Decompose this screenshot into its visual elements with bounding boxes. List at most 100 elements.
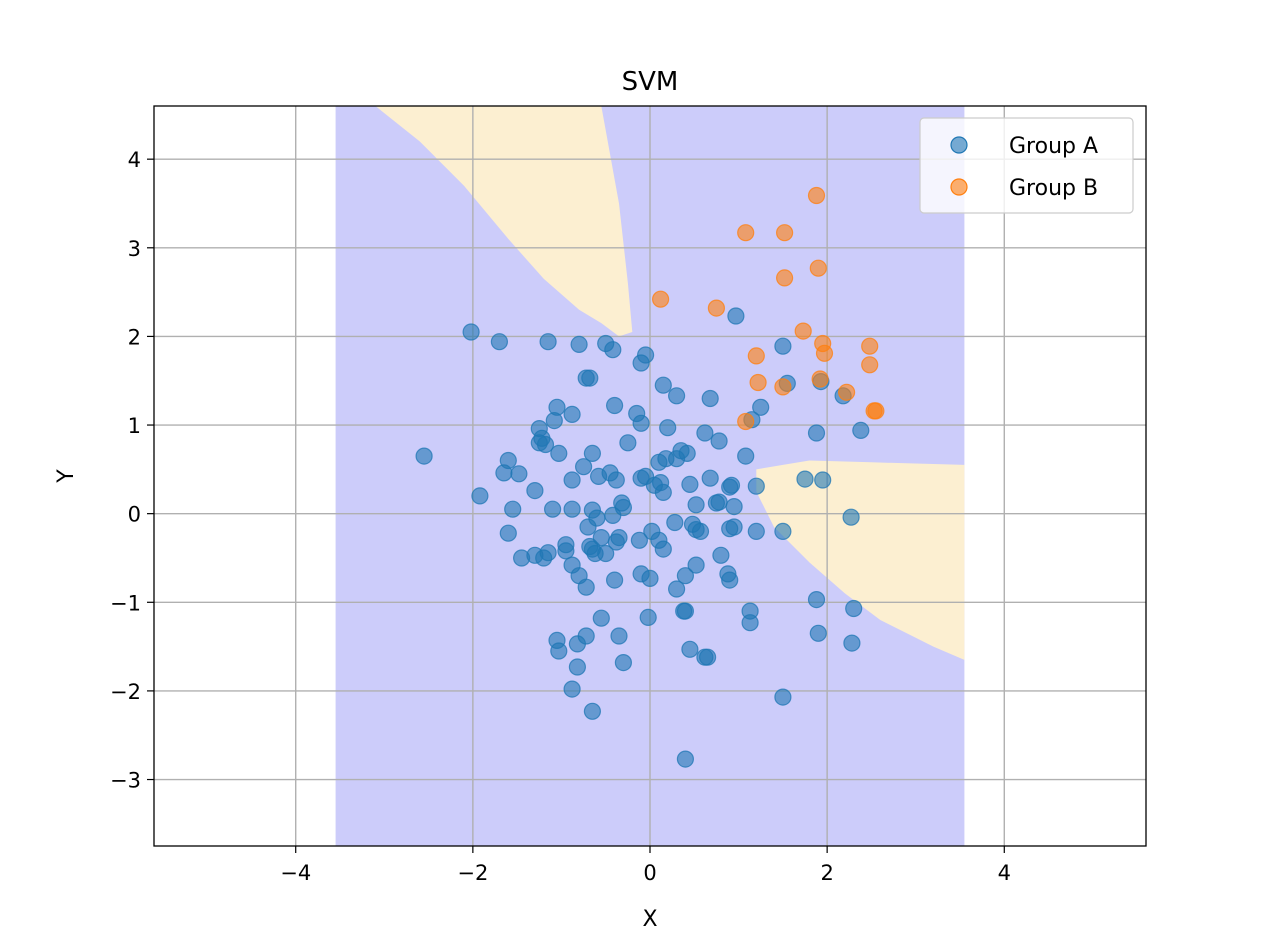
scatter-points — [415, 186, 885, 768]
group-a-point-141 — [774, 688, 792, 706]
group-b-point-2 — [775, 224, 794, 242]
group-a-point-109 — [577, 578, 595, 596]
group-a-point-15 — [774, 337, 792, 355]
x-axis-ticks: −4 −2 0 2 4 — [280, 846, 1011, 885]
group-a-point-39 — [696, 424, 714, 442]
group-a-point-57 — [574, 458, 593, 476]
group-a-point-21 — [752, 398, 770, 416]
group-a-point-125 — [592, 609, 610, 627]
group-b-point-11 — [861, 337, 879, 355]
group-a-point-130 — [676, 602, 695, 620]
y-tick-label-1: −2 — [110, 680, 141, 704]
group-a-point-14 — [727, 307, 745, 325]
group-b-point-10 — [747, 347, 765, 365]
group-a-point-75 — [504, 500, 522, 518]
group-b-point-6 — [707, 299, 726, 317]
group-a-point-56 — [583, 444, 602, 462]
group-a-point-77 — [563, 471, 581, 489]
group-a-point-123 — [845, 599, 863, 618]
group-a-point-65 — [657, 450, 675, 468]
decision-region-2 — [375, 106, 633, 337]
group-a-point-48 — [563, 405, 581, 423]
group-a-point-92 — [666, 513, 684, 532]
group-b-point-1 — [737, 224, 755, 242]
group-b-point-0 — [807, 186, 826, 205]
group-a-point-37 — [701, 469, 719, 487]
group-a-point-10 — [581, 369, 599, 387]
group-a-point-38 — [710, 432, 728, 450]
group-a-point-12 — [667, 387, 686, 405]
group-a-point-124 — [843, 634, 861, 652]
group-a-point-43 — [659, 419, 677, 437]
group-a-point-88 — [630, 531, 649, 549]
group-a-point-128 — [639, 608, 657, 627]
legend-label-group-a: Group A — [1009, 134, 1098, 159]
x-axis-label: X — [642, 907, 657, 932]
group-a-point-106 — [597, 544, 615, 563]
group-a-point-112 — [641, 569, 659, 588]
grid-lines — [154, 106, 1146, 846]
group-a-point-13 — [701, 389, 719, 408]
group-a-point-76 — [543, 500, 562, 518]
group-a-point-95 — [691, 522, 710, 541]
group-a-point-71 — [495, 464, 513, 482]
group-a-point-24 — [747, 477, 765, 495]
y-tick-label-7: 4 — [128, 148, 141, 172]
group-b-point-16 — [837, 383, 856, 401]
y-tick-label-3: 0 — [128, 503, 141, 527]
group-a-point-135 — [550, 642, 568, 660]
decision-region-3 — [756, 460, 965, 660]
y-tick-label-2: −1 — [110, 591, 141, 615]
group-a-point-27 — [842, 508, 860, 526]
group-a-point-84 — [579, 518, 597, 536]
group-a-point-0 — [415, 447, 433, 465]
legend: Group A Group B — [919, 117, 1134, 214]
group-a-point-6 — [604, 341, 622, 359]
y-axis-label: Y — [54, 469, 79, 484]
x-tick-label-2: 0 — [643, 861, 656, 885]
group-a-point-28 — [774, 522, 792, 541]
chart-title: SVM — [622, 67, 679, 97]
group-a-point-91 — [654, 540, 672, 558]
group-a-point-32 — [725, 498, 743, 516]
group-a-point-131 — [681, 640, 699, 658]
group-a-point-137 — [568, 635, 587, 653]
group-a-point-100 — [539, 544, 557, 562]
group-a-point-19 — [852, 421, 870, 439]
group-a-point-118 — [721, 571, 739, 589]
group-a-point-8 — [632, 354, 650, 372]
group-b-point-12 — [861, 356, 879, 374]
legend-box — [919, 117, 1134, 214]
group-a-point-25 — [796, 470, 814, 488]
group-a-point-29 — [747, 522, 765, 541]
group-a-point-68 — [681, 475, 699, 493]
x-tick-label-4: 4 — [998, 861, 1011, 885]
group-a-point-116 — [712, 546, 730, 564]
group-a-point-67 — [654, 483, 672, 501]
group-a-point-121 — [807, 590, 826, 609]
legend-marker-group-b — [950, 178, 968, 196]
group-a-point-45 — [632, 414, 650, 432]
group-b-point-9 — [815, 344, 834, 362]
group-a-point-72 — [510, 465, 528, 483]
group-a-point-34 — [707, 494, 726, 512]
group-a-point-78 — [563, 500, 581, 518]
group-a-point-55 — [550, 444, 568, 462]
group-b-point-13 — [749, 373, 767, 392]
group-a-point-46 — [605, 396, 624, 415]
group-a-point-83 — [613, 494, 631, 512]
group-a-point-4 — [570, 335, 588, 353]
group-b-point-14 — [774, 378, 792, 396]
group-a-point-60 — [607, 471, 625, 489]
y-tick-label-5: 2 — [128, 325, 141, 349]
group-a-point-126 — [610, 627, 628, 645]
group-b-point-19 — [737, 412, 755, 431]
group-a-point-110 — [605, 571, 624, 589]
y-tick-label-4: 1 — [128, 414, 141, 438]
group-a-point-140 — [583, 702, 602, 720]
group-a-point-26 — [814, 471, 832, 489]
group-a-point-31 — [721, 520, 739, 538]
group-a-point-73 — [526, 482, 544, 500]
legend-label-group-b: Group B — [1009, 176, 1098, 201]
